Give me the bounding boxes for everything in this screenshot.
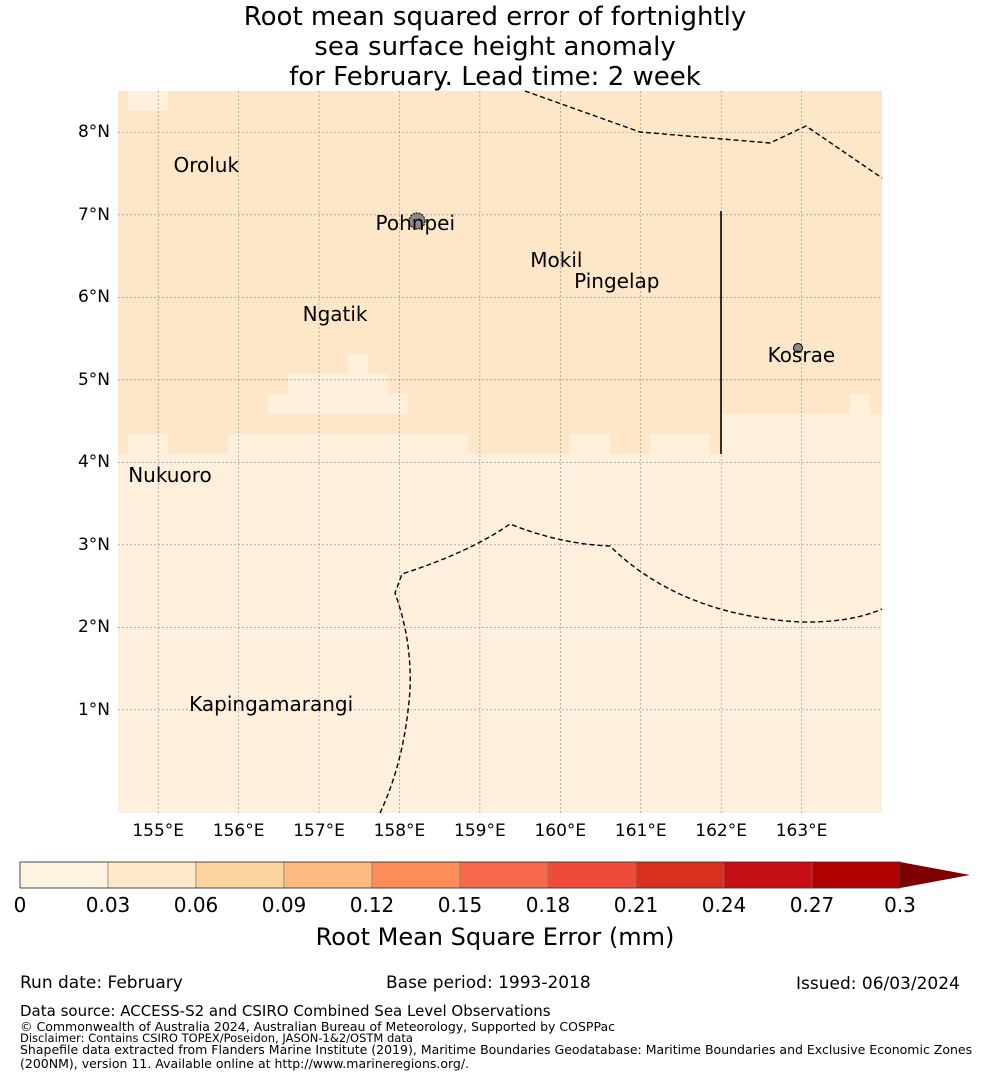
kosrae-island (793, 343, 803, 353)
rmse-cell (118, 211, 882, 354)
islands (408, 212, 803, 353)
lon-label: 155°E (132, 821, 185, 841)
lon-label: 163°E (775, 821, 828, 841)
lat-label: 7°N (77, 204, 110, 225)
eez-boundary-north (524, 90, 883, 179)
colorbar-tick: 0.24 (701, 893, 747, 917)
lon-label: 156°E (212, 821, 265, 841)
rmse-cell (118, 434, 128, 454)
place-label: Mokil (530, 248, 583, 273)
place-label: Kosrae (767, 343, 836, 368)
place-label: Nukuoro (128, 462, 212, 487)
lat-label: 4°N (77, 452, 110, 473)
rmse-cell (610, 434, 650, 454)
disclaimer: Disclaimer: Contains CSIRO TOPEX/Poseido… (20, 1031, 413, 1045)
lat-label: 3°N (77, 534, 110, 555)
place-label: Oroluk (173, 153, 240, 178)
lon-label: 158°E (373, 821, 426, 841)
lat-label: 6°N (77, 287, 110, 308)
rmse-cell (328, 131, 882, 151)
rmse-cell (388, 374, 882, 394)
rmse-cell (118, 171, 882, 211)
rmse-cell (118, 131, 328, 151)
place-label: Ngatik (302, 301, 368, 326)
colorbar-tick: 0.3 (884, 893, 916, 917)
colorbar-segment (283, 861, 373, 889)
rmse-cell (368, 354, 882, 374)
rmse-cell (468, 434, 570, 454)
lon-label: 159°E (454, 821, 506, 841)
data-source: Data source: ACCESS-S2 and CSIRO Combine… (20, 1002, 551, 1020)
lon-label: 157°E (293, 821, 345, 841)
rmse-cell (710, 434, 722, 454)
title-line-3: for February. Lead time: 2 week (289, 62, 701, 92)
rmse-cell (408, 394, 850, 414)
lat-label: 1°N (77, 699, 110, 720)
rmse-cell (118, 111, 168, 131)
base-period: Base period: 1993-2018 (386, 973, 591, 993)
colorbar-tick: 0.15 (437, 893, 483, 917)
place-label: Kapingamarangi (189, 692, 354, 717)
place-label: Pingelap (574, 268, 660, 293)
rmse-field (118, 91, 882, 813)
eez-boundaries (379, 90, 883, 814)
copyright-notice: © Commonwealth of Australia 2024, Austra… (20, 1019, 615, 1034)
chart-title: Root mean squared error of fortnightly s… (0, 2, 990, 92)
colorbar-tick: 0.09 (261, 893, 307, 917)
issued-date: Issued: 06/03/2024 (796, 974, 960, 994)
rmse-cell (288, 151, 882, 171)
colorbar-label: Root Mean Square Error (mm) (315, 923, 675, 951)
colorbar-tick: 0.03 (85, 893, 131, 917)
rmse-cell (870, 394, 882, 414)
lon-label: 162°E (695, 821, 747, 841)
rmse-cell (118, 354, 348, 374)
rmse-cell (348, 354, 368, 374)
colorbar-segment (459, 861, 549, 889)
colorbar-segment (547, 861, 637, 889)
place-label: Pohnpei (375, 211, 456, 236)
rmse-cell (118, 151, 288, 171)
colorbar-segment (195, 861, 285, 889)
colorbar-tick: 0.27 (789, 893, 835, 917)
colorbar-segment (811, 861, 901, 889)
title-line-1: Root mean squared error of fortnightly (243, 2, 747, 32)
colorbar-segment (19, 861, 109, 889)
rmse-cell (118, 394, 268, 414)
rmse-cell (168, 111, 882, 131)
colorbar-tick: 0.12 (349, 893, 395, 917)
lon-label: 160°E (534, 821, 587, 841)
colorbar-segment (107, 861, 197, 889)
colorbar (19, 861, 970, 889)
shapefile-credit-1: Shapefile data extracted from Flanders M… (20, 1042, 973, 1057)
colorbar-segment (371, 861, 461, 889)
colorbar-segment (635, 861, 725, 889)
colorbar-tick: 0.06 (173, 893, 219, 917)
colorbar-extend-arrow (900, 862, 970, 888)
shapefile-credit-2: (200NM), version 11. Available online at… (20, 1056, 470, 1071)
rmse-cell (118, 91, 128, 111)
eez-boundary-south (379, 523, 883, 814)
title-line-2: sea surface height anomaly (314, 32, 676, 62)
rmse-cell (168, 91, 882, 111)
lat-label: 8°N (77, 122, 110, 143)
rmse-cell (118, 374, 288, 394)
colorbar-tick: 0.18 (525, 893, 571, 917)
pohnpei-island (408, 212, 426, 230)
run-date: Run date: February (20, 973, 183, 993)
colorbar-tick: 0.21 (613, 893, 659, 917)
lat-label: 2°N (77, 617, 110, 638)
colorbar-tick: 0 (13, 893, 27, 917)
lon-label: 161°E (614, 821, 667, 841)
rmse-cell (118, 414, 722, 434)
lat-label: 5°N (77, 369, 110, 390)
rmse-cell (168, 434, 228, 454)
colorbar-segment (723, 861, 813, 889)
colorbar-outline (19, 861, 901, 889)
